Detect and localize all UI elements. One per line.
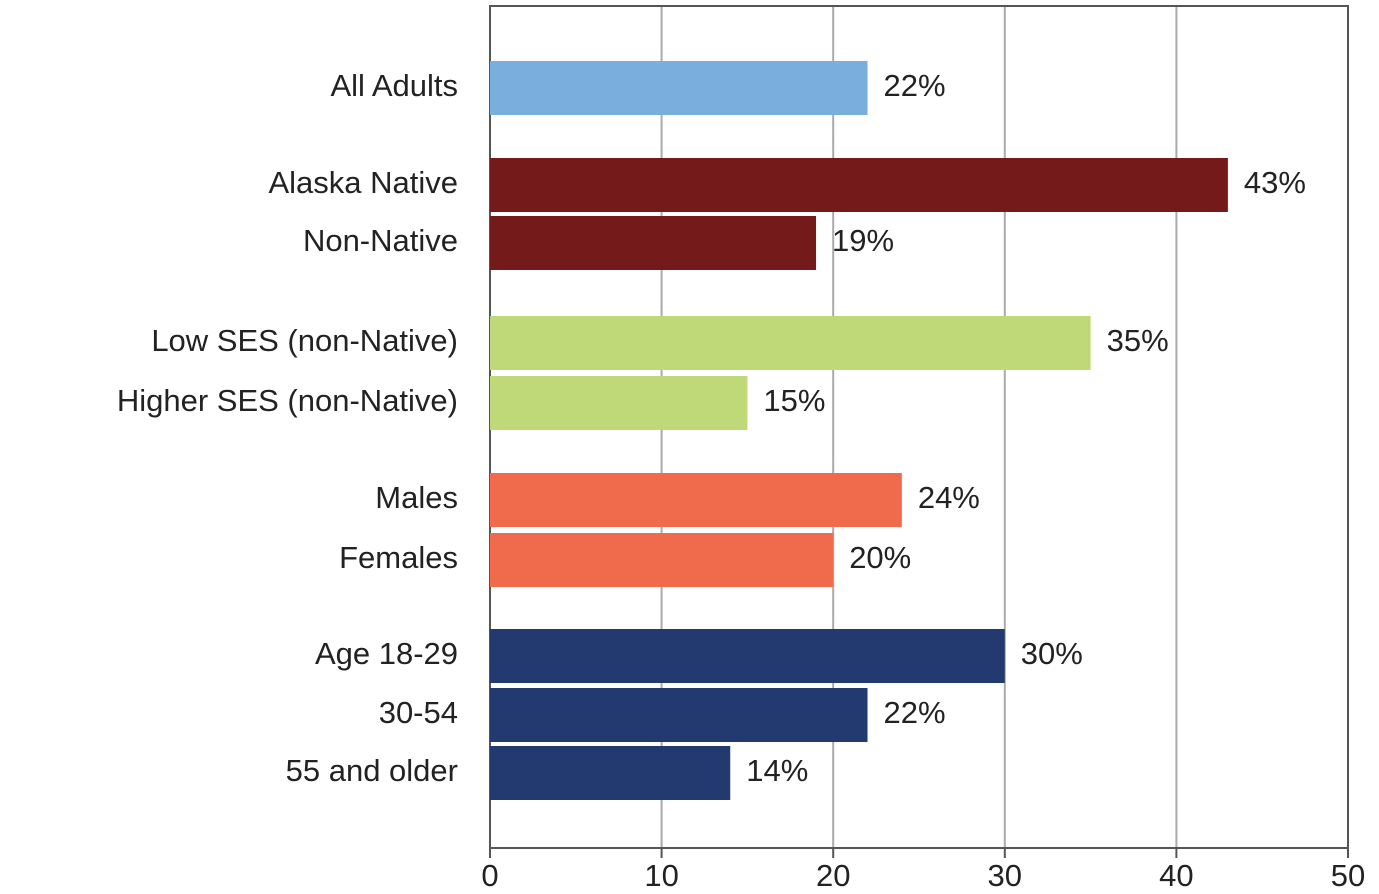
value-label: 30%	[1021, 636, 1083, 671]
y-tick-label: Alaska Native	[268, 165, 458, 200]
value-label: 43%	[1244, 165, 1306, 200]
bar	[490, 473, 902, 527]
y-tick-label: Low SES (non-Native)	[151, 323, 458, 358]
x-tick-label: 20	[816, 858, 850, 893]
x-tick-label: 40	[1159, 858, 1193, 893]
y-tick-label: Higher SES (non-Native)	[117, 383, 458, 418]
value-label: 19%	[832, 223, 894, 258]
x-tick-label: 30	[988, 858, 1022, 893]
bar	[490, 746, 731, 800]
bar	[490, 158, 1228, 212]
value-label: 35%	[1107, 323, 1169, 358]
x-tick-label: 0	[481, 858, 498, 893]
bar	[490, 216, 817, 270]
y-tick-label: Non-Native	[303, 223, 458, 258]
bar	[490, 688, 868, 742]
y-tick-label: All Adults	[330, 68, 458, 103]
y-tick-label: Age 18-29	[315, 636, 458, 671]
value-label: 15%	[763, 383, 825, 418]
value-label: 22%	[884, 695, 946, 730]
value-label: 20%	[849, 540, 911, 575]
y-tick-label: 30-54	[379, 695, 458, 730]
bar	[490, 316, 1091, 370]
y-tick-label: Females	[339, 540, 458, 575]
y-tick-label: Males	[375, 480, 458, 515]
value-label: 24%	[918, 480, 980, 515]
value-label: 22%	[884, 68, 946, 103]
bar	[490, 376, 748, 430]
value-label: 14%	[746, 753, 808, 788]
bar	[490, 61, 868, 115]
x-tick-label: 10	[644, 858, 678, 893]
y-tick-label: 55 and older	[286, 753, 458, 788]
bar	[490, 629, 1005, 683]
bar	[490, 533, 834, 587]
x-tick-label: 50	[1331, 858, 1365, 893]
